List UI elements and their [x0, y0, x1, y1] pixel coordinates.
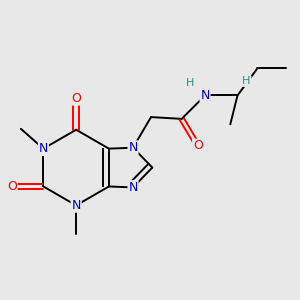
Text: N: N: [200, 89, 210, 102]
Text: N: N: [128, 141, 138, 154]
Text: N: N: [128, 181, 138, 194]
Text: N: N: [39, 142, 48, 155]
Text: H: H: [186, 78, 194, 88]
Text: O: O: [193, 140, 203, 152]
Text: H: H: [242, 76, 251, 86]
Text: O: O: [7, 180, 17, 193]
Text: O: O: [71, 92, 81, 105]
Text: N: N: [71, 199, 81, 212]
